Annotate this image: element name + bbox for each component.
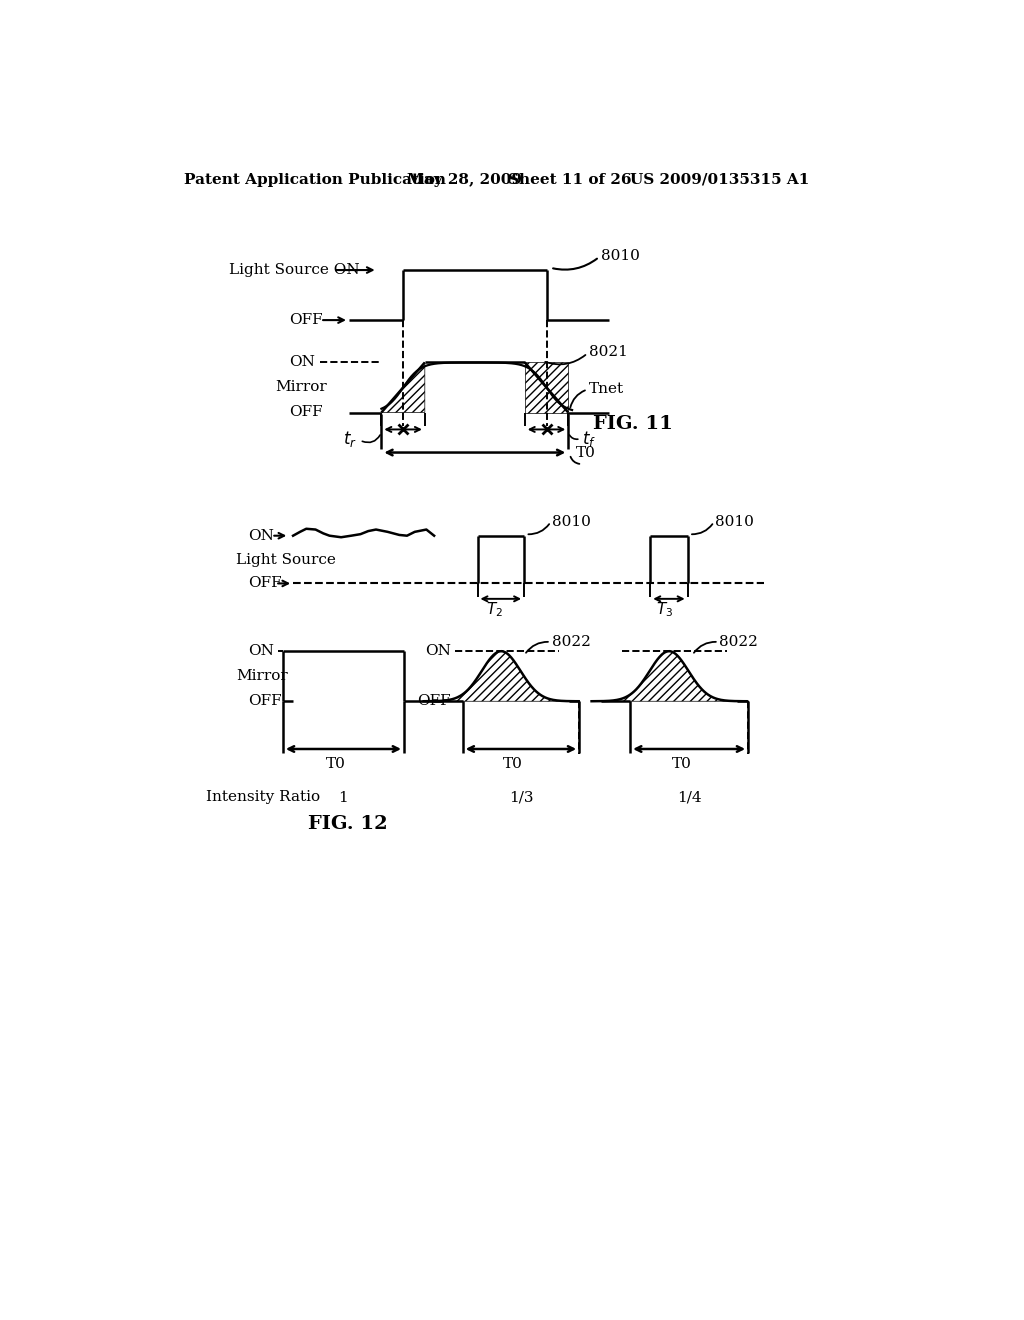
Text: Light Source ON: Light Source ON (228, 263, 359, 277)
Text: Light Source: Light Source (237, 553, 336, 566)
Text: T0: T0 (503, 758, 523, 771)
Text: Mirror: Mirror (237, 669, 288, 684)
Text: OFF: OFF (248, 694, 282, 709)
Text: FIG. 12: FIG. 12 (307, 816, 387, 833)
Text: 8022: 8022 (552, 635, 591, 649)
Text: FIG. 11: FIG. 11 (593, 414, 673, 433)
Text: 1/3: 1/3 (509, 791, 534, 804)
Text: ON: ON (289, 355, 315, 370)
Text: 1/4: 1/4 (677, 791, 701, 804)
Text: Sheet 11 of 26: Sheet 11 of 26 (508, 173, 631, 187)
Text: $t_r$: $t_r$ (343, 429, 356, 449)
Text: 8010: 8010 (715, 515, 754, 529)
Text: T0: T0 (672, 758, 691, 771)
Text: 8010: 8010 (601, 249, 640, 263)
Text: T0: T0 (326, 758, 346, 771)
Text: ON: ON (425, 644, 452, 659)
Text: 8010: 8010 (552, 515, 591, 529)
Text: $T_2$: $T_2$ (486, 601, 504, 619)
Text: ON: ON (248, 529, 274, 543)
Text: $t_f$: $t_f$ (583, 429, 596, 449)
Text: Tnet: Tnet (589, 383, 625, 396)
Text: T0: T0 (575, 446, 596, 459)
Text: OFF: OFF (248, 577, 282, 590)
Text: 8022: 8022 (720, 635, 759, 649)
Text: Intensity Ratio: Intensity Ratio (206, 791, 319, 804)
Text: 8021: 8021 (589, 346, 628, 359)
Text: May 28, 2009: May 28, 2009 (407, 173, 522, 187)
Text: OFF: OFF (289, 313, 323, 327)
Text: $T_3$: $T_3$ (655, 601, 673, 619)
Text: 1: 1 (339, 791, 348, 804)
Text: Patent Application Publication: Patent Application Publication (183, 173, 445, 187)
Text: OFF: OFF (289, 405, 323, 420)
Text: US 2009/0135315 A1: US 2009/0135315 A1 (630, 173, 810, 187)
Text: ON: ON (248, 644, 274, 659)
Text: Mirror: Mirror (275, 380, 327, 395)
Text: OFF: OFF (418, 694, 452, 709)
